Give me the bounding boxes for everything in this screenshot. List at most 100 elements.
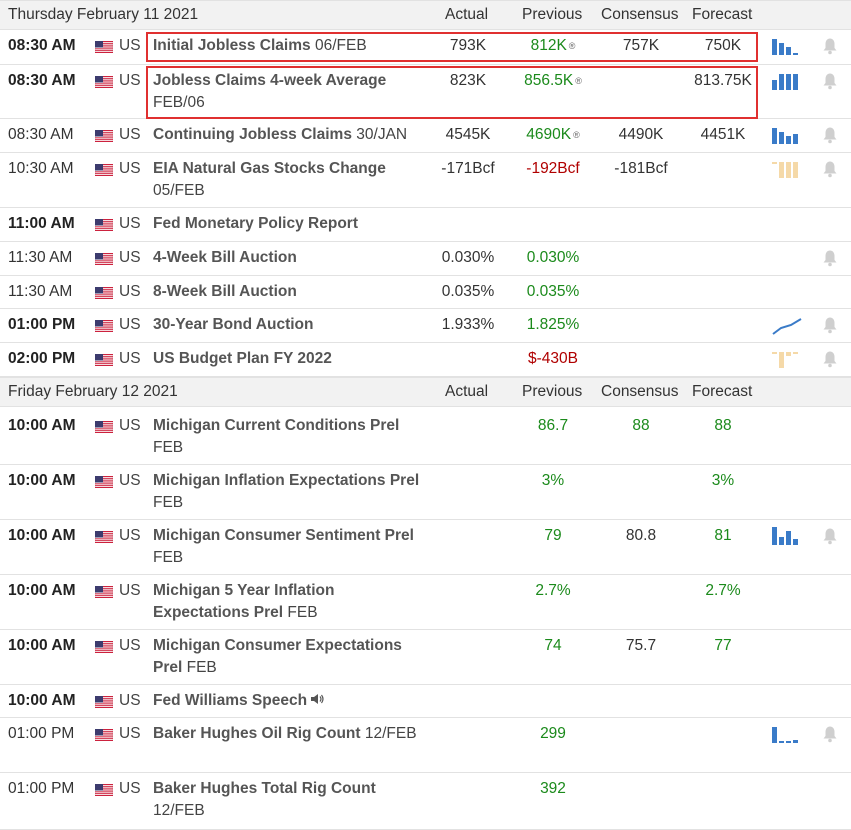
event-country: US xyxy=(119,780,141,797)
event-title-link[interactable]: Continuing Jobless Claims 30/JAN xyxy=(153,124,428,146)
event-title-link[interactable]: Fed Monetary Policy Report xyxy=(153,213,428,235)
mini-chart-icon[interactable] xyxy=(771,527,805,547)
previous-value: 3% xyxy=(541,472,565,489)
event-country: US xyxy=(119,350,141,367)
event-time: 08:30 AM xyxy=(8,37,76,54)
event-name: Michigan 5 Year Inflation Expectations P… xyxy=(153,582,335,621)
bell-icon[interactable] xyxy=(822,72,838,90)
bell-icon[interactable] xyxy=(822,249,838,267)
us-flag-icon xyxy=(94,353,114,367)
calendar-event-row[interactable]: 01:00 PM US Baker Hughes Oil Rig Count 12/… xyxy=(0,718,851,773)
event-title-link[interactable]: 8-Week Bill Auction xyxy=(153,281,428,303)
calendar-event-row[interactable]: 10:00 AM US Michigan Consumer Expectations… xyxy=(0,630,851,685)
calendar-event-row[interactable]: 10:00 AM US Fed Williams Speech xyxy=(0,685,851,718)
highlight-box-4week-average xyxy=(146,66,758,119)
event-title-link[interactable]: Baker Hughes Oil Rig Count 12/FEB xyxy=(153,723,428,745)
column-header-previous: Previous xyxy=(522,6,583,23)
previous-value-cell: 856.5K ® xyxy=(513,70,593,92)
event-title-link[interactable]: Jobless Claims 4-week Average FEB/06 xyxy=(153,70,428,114)
mini-chart-icon[interactable] xyxy=(771,350,805,370)
event-title-link[interactable]: Fed Williams Speech xyxy=(153,690,428,712)
consensus-value: 757K xyxy=(622,37,660,54)
bell-icon[interactable] xyxy=(822,527,838,545)
mini-chart-icon[interactable] xyxy=(771,160,805,180)
event-period: 05/FEB xyxy=(153,182,205,199)
event-country: US xyxy=(119,126,141,143)
bell-icon[interactable] xyxy=(822,126,838,144)
bell-icon[interactable] xyxy=(822,160,838,178)
event-title-link[interactable]: 30-Year Bond Auction xyxy=(153,314,428,336)
event-title-link[interactable]: Michigan Consumer Sentiment Prel FEB xyxy=(153,525,428,569)
calendar-event-row[interactable]: 10:00 AM US Michigan Inflation Expectation… xyxy=(0,465,851,520)
event-time: 11:00 AM xyxy=(8,215,75,232)
bell-icon[interactable] xyxy=(822,350,838,368)
calendar-event-row[interactable]: 11:30 AM US 4-Week Bill Auction 0.030% 0.030… xyxy=(0,242,851,276)
mini-chart-icon[interactable] xyxy=(771,37,805,57)
event-title-link[interactable]: EIA Natural Gas Stocks Change 05/FEB xyxy=(153,158,428,202)
previous-value-cell: 2.7% xyxy=(513,580,593,602)
calendar-event-row[interactable]: 10:00 AM US Michigan Current Conditions Pr… xyxy=(0,410,851,465)
calendar-event-row[interactable]: 01:00 PM US Baker Hughes Total Rig Count 1… xyxy=(0,773,851,830)
mini-chart-icon[interactable] xyxy=(771,725,805,745)
us-flag-icon xyxy=(94,530,114,544)
actual-value: -171Bcf xyxy=(441,160,495,177)
us-flag-icon xyxy=(94,585,114,599)
mini-chart-icon[interactable] xyxy=(771,126,805,146)
previous-value-cell: 79 xyxy=(513,525,593,547)
calendar-event-row[interactable]: 08:30 AM US Initial Jobless Claims 06/FEB 7… xyxy=(0,30,851,65)
calendar-event-row[interactable]: 01:00 PM US 30-Year Bond Auction 1.933% 1.82… xyxy=(0,309,851,343)
event-name: Baker Hughes Total Rig Count xyxy=(153,780,376,797)
event-country: US xyxy=(119,37,141,54)
event-title-link[interactable]: US Budget Plan FY 2022 xyxy=(153,348,428,370)
mini-chart-icon[interactable] xyxy=(771,316,805,336)
event-name: Michigan Current Conditions Prel xyxy=(153,417,400,434)
event-country: US xyxy=(119,692,141,709)
event-title-link[interactable]: Initial Jobless Claims 06/FEB xyxy=(153,35,428,57)
previous-value: 2.7% xyxy=(535,582,571,599)
previous-value: 812K xyxy=(530,37,567,55)
bell-icon[interactable] xyxy=(822,37,838,55)
event-name: US Budget Plan FY 2022 xyxy=(153,350,332,367)
forecast-value: 77 xyxy=(714,637,732,654)
bell-icon[interactable] xyxy=(822,725,838,743)
event-time: 08:30 AM xyxy=(8,72,76,89)
event-title-link[interactable]: Michigan Inflation Expectations Prel FEB xyxy=(153,470,428,514)
forecast-value: 3% xyxy=(711,472,735,489)
previous-value: 392 xyxy=(540,780,566,797)
us-flag-icon xyxy=(94,783,114,797)
event-period: 30/JAN xyxy=(356,126,408,143)
forecast-value: 81 xyxy=(714,527,732,544)
event-time: 02:00 PM xyxy=(8,350,76,367)
previous-value: 0.035% xyxy=(526,283,580,300)
event-name: Michigan Consumer Expectations Prel xyxy=(153,637,402,676)
actual-value: 0.035% xyxy=(441,283,495,300)
event-period: FEB xyxy=(153,549,184,566)
consensus-value: 4490K xyxy=(618,126,664,143)
calendar-event-row[interactable]: 10:30 AM US EIA Natural Gas Stocks Change … xyxy=(0,153,851,208)
event-title-link[interactable]: Michigan Current Conditions Prel FEB xyxy=(153,415,428,459)
event-title-link[interactable]: Baker Hughes Total Rig Count 12/FEB xyxy=(153,778,428,822)
event-title-link[interactable]: 4-Week Bill Auction xyxy=(153,247,428,269)
event-title-link[interactable]: Michigan 5 Year Inflation Expectations P… xyxy=(153,580,428,624)
calendar-event-row[interactable]: 10:00 AM US Michigan Consumer Sentiment Pr… xyxy=(0,520,851,575)
previous-value-cell: 0.030% xyxy=(513,247,593,269)
column-header-consensus: Consensus xyxy=(601,383,679,400)
consensus-value: 88 xyxy=(632,417,650,434)
event-time: 01:00 PM xyxy=(8,780,75,797)
calendar-event-row[interactable]: 11:30 AM US 8-Week Bill Auction 0.035% 0.035… xyxy=(0,276,851,309)
event-period: FEB xyxy=(153,494,184,511)
event-country: US xyxy=(119,283,141,300)
previous-value: 74 xyxy=(544,637,562,654)
bell-icon[interactable] xyxy=(822,316,838,334)
event-time: 10:00 AM xyxy=(8,692,76,709)
calendar-event-row[interactable]: 02:00 PM US US Budget Plan FY 2022 $-430B xyxy=(0,343,851,377)
previous-value: -192Bcf xyxy=(526,160,580,177)
mini-chart-icon[interactable] xyxy=(771,72,805,92)
event-time: 10:30 AM xyxy=(8,160,74,177)
event-country: US xyxy=(119,527,141,544)
calendar-event-row[interactable]: 10:00 AM US Michigan 5 Year Inflation Expe… xyxy=(0,575,851,630)
event-title-link[interactable]: Michigan Consumer Expectations Prel FEB xyxy=(153,635,428,679)
calendar-event-row[interactable]: 11:00 AM US Fed Monetary Policy Report xyxy=(0,208,851,242)
calendar-event-row[interactable]: 08:30 AM US Continuing Jobless Claims 30/J… xyxy=(0,119,851,153)
speaker-icon xyxy=(310,690,324,712)
